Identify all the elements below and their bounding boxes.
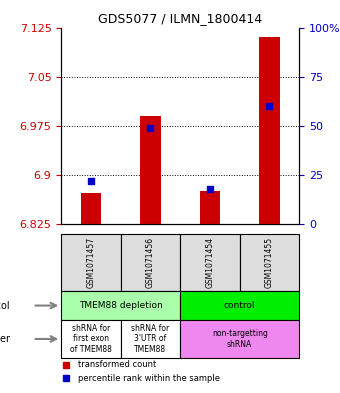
Text: other: other [0, 334, 10, 344]
FancyBboxPatch shape [180, 320, 299, 358]
Text: GSM1071454: GSM1071454 [205, 237, 215, 288]
Text: transformed count: transformed count [78, 360, 156, 369]
Bar [81, 193, 101, 224]
Text: protocol: protocol [0, 301, 10, 310]
Bar [200, 191, 220, 224]
Text: TMEM88 depletion: TMEM88 depletion [79, 301, 163, 310]
Text: GSM1071455: GSM1071455 [265, 237, 274, 288]
FancyBboxPatch shape [121, 234, 180, 291]
Bar [140, 116, 161, 224]
Text: control: control [224, 301, 255, 310]
FancyBboxPatch shape [61, 291, 180, 320]
FancyBboxPatch shape [180, 291, 299, 320]
Text: GSM1071456: GSM1071456 [146, 237, 155, 288]
Bar [259, 37, 280, 224]
Text: non-targetting
shRNA: non-targetting shRNA [212, 329, 268, 349]
Text: shRNA for
3'UTR of
TMEM88: shRNA for 3'UTR of TMEM88 [131, 324, 170, 354]
FancyBboxPatch shape [121, 320, 180, 358]
Text: percentile rank within the sample: percentile rank within the sample [78, 374, 220, 383]
Text: shRNA for
first exon
of TMEM88: shRNA for first exon of TMEM88 [70, 324, 112, 354]
FancyBboxPatch shape [61, 234, 121, 291]
FancyBboxPatch shape [61, 320, 121, 358]
FancyBboxPatch shape [180, 234, 240, 291]
Title: GDS5077 / ILMN_1800414: GDS5077 / ILMN_1800414 [98, 12, 262, 25]
FancyBboxPatch shape [240, 234, 299, 291]
Text: GSM1071457: GSM1071457 [86, 237, 96, 288]
